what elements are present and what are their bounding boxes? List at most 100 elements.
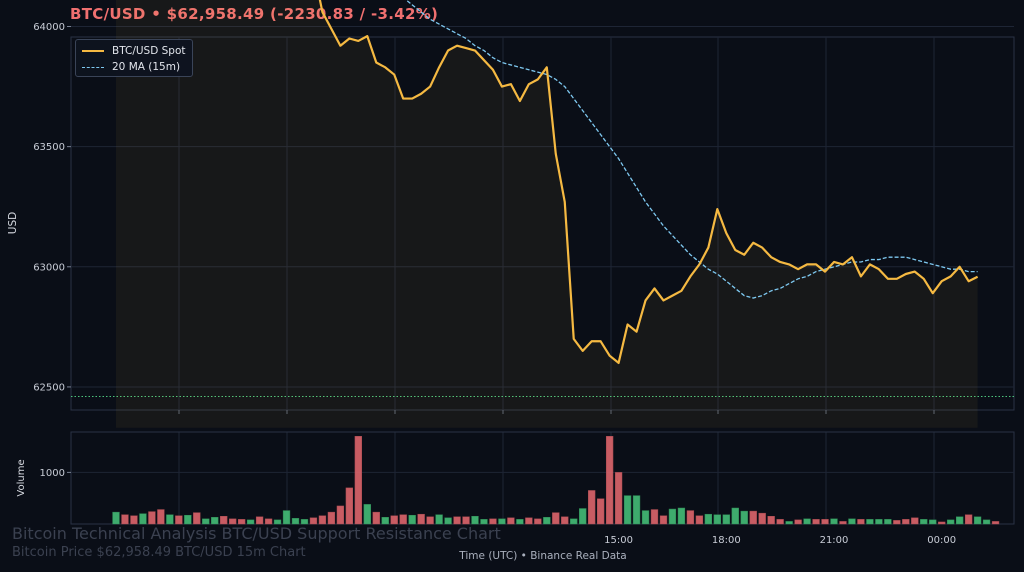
volume-bar	[561, 516, 569, 525]
volume-bar	[417, 513, 425, 525]
volume-bar	[659, 515, 668, 525]
price-ytick-label-62500: 62500	[33, 382, 65, 393]
volume-bar	[220, 516, 228, 525]
volume-bar	[884, 519, 892, 525]
volume-bar	[318, 515, 327, 525]
volume-bar	[193, 512, 201, 525]
volume-bar	[166, 514, 174, 525]
volume-bar	[857, 519, 865, 525]
volume-bar	[327, 511, 336, 525]
volume-bar	[139, 513, 147, 525]
volume-bar	[175, 515, 183, 525]
volume-bar	[929, 519, 937, 525]
xtick-label-1500: 15:00	[604, 535, 633, 546]
volume-bar	[686, 510, 695, 525]
volume-bar	[148, 511, 156, 525]
volume-panel: 1000 Volume 15:00 18:00 21:00 00:00	[16, 431, 1015, 546]
volume-ytick-label-1000: 1000	[40, 468, 65, 479]
volume-bar	[363, 504, 371, 525]
price-panel-frame	[70, 36, 1015, 411]
watermark-title: Bitcoin Technical Analysis BTC/USD Suppo…	[12, 524, 501, 543]
volume-bar	[471, 516, 479, 525]
volume-bar	[597, 498, 605, 525]
volume-bar	[794, 519, 802, 525]
price-panel: 625006300063500640006450065000USD	[7, 0, 1015, 428]
volume-bar	[273, 519, 282, 525]
volume-bar	[731, 507, 739, 525]
legend-entry-price: BTC/USD Spot	[82, 44, 186, 58]
volume-bar	[893, 520, 901, 525]
volume-bar	[390, 515, 398, 525]
xtick-label-0000: 00:00	[927, 535, 956, 546]
volume-bar	[758, 512, 766, 525]
volume-bar	[507, 517, 515, 525]
volume-bar	[336, 505, 345, 525]
volume-bar	[938, 521, 946, 525]
volume-bar	[435, 514, 443, 525]
xtick-label-1800: 18:00	[712, 535, 741, 546]
volume-bar	[444, 517, 452, 525]
legend-swatch-ma	[82, 66, 104, 68]
legend-label-ma: 20 MA (15m)	[112, 61, 181, 73]
ma-series-line	[405, 0, 978, 299]
volume-bar	[130, 515, 138, 525]
volume-bar	[964, 514, 973, 525]
volume-bar	[695, 515, 704, 525]
volume-bar	[157, 509, 165, 525]
price-legend: BTC/USD Spot 20 MA (15m)	[75, 39, 193, 77]
volume-bar	[354, 436, 362, 525]
volume-bar	[372, 511, 380, 525]
volume-bar	[570, 518, 578, 525]
volume-bar	[462, 516, 470, 525]
volume-bar	[121, 514, 129, 525]
volume-bar	[291, 518, 300, 525]
volume-bar	[202, 518, 210, 525]
volume-bar	[426, 516, 434, 525]
volume-bar	[408, 514, 416, 525]
legend-swatch-price	[82, 50, 104, 52]
volume-bar	[920, 519, 928, 525]
price-ytick-label-63500: 63500	[33, 142, 65, 153]
chart-header-title: BTC/USD • $62,958.49 (-2230.83 / -3.42%)	[70, 5, 439, 23]
volume-bar	[848, 518, 856, 525]
volume-bar	[534, 518, 542, 525]
volume-bar	[614, 472, 623, 525]
volume-bar	[767, 516, 775, 525]
volume-bar	[264, 518, 273, 525]
volume-bar	[345, 487, 354, 525]
x-axis-caption: Time (UTC) • Binance Real Data	[459, 550, 627, 562]
volume-bar	[973, 516, 982, 525]
volume-bar	[255, 516, 264, 525]
volume-bar	[650, 509, 659, 525]
volume-bar	[875, 519, 883, 525]
price-series-line	[318, 0, 979, 365]
volume-bar	[677, 507, 686, 525]
volume-bar	[947, 519, 955, 525]
volume-bar	[902, 519, 910, 525]
volume-bar	[184, 514, 192, 525]
volume-bar	[229, 518, 237, 525]
volume-bar	[776, 519, 784, 525]
volume-bar	[480, 519, 488, 525]
volume-bar	[453, 516, 461, 525]
legend-entry-ma: 20 MA (15m)	[82, 60, 180, 74]
volume-bar	[112, 511, 120, 525]
volume-bar	[605, 436, 614, 525]
volume-bar	[579, 508, 587, 525]
price-ytick-label-64000: 64000	[33, 22, 65, 33]
volume-bar	[543, 517, 551, 525]
volume-bar	[866, 519, 874, 525]
volume-bar	[399, 514, 407, 525]
volume-bar	[830, 518, 838, 525]
volume-bar	[525, 517, 533, 525]
legend-label-price: BTC/USD Spot	[112, 45, 186, 57]
volume-bar	[740, 510, 748, 525]
volume-bar	[839, 521, 847, 525]
volume-bar	[991, 521, 1000, 525]
volume-bar	[381, 517, 389, 525]
volume-panel-frame	[70, 431, 1015, 525]
volume-bar	[982, 519, 991, 525]
volume-bar	[498, 518, 506, 525]
volume-bar	[713, 514, 721, 525]
